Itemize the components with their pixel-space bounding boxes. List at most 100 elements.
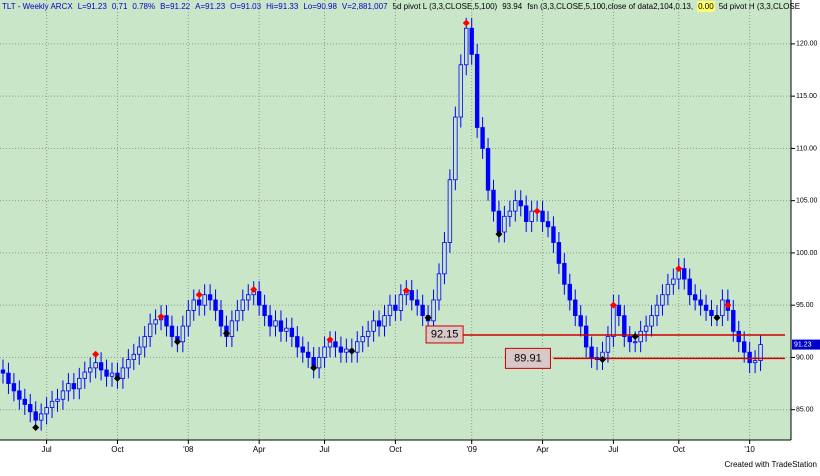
candle-body [104, 369, 109, 377]
candle-body [38, 413, 44, 421]
candle-body [474, 53, 480, 128]
candle-body [643, 325, 649, 332]
candle-body [202, 294, 207, 306]
level-box [504, 347, 551, 369]
candle-body [491, 189, 496, 212]
pivot-marker [724, 301, 732, 309]
x-tick-label: Oct [111, 445, 124, 454]
x-tick-label: Jul [41, 445, 51, 454]
candle-body [213, 299, 218, 311]
candle-body [305, 351, 311, 358]
candle-body [28, 404, 33, 413]
candle-body [147, 323, 153, 337]
candle-body [692, 294, 698, 301]
candle-body [360, 336, 365, 343]
header-text: Lo=90.98 [303, 2, 337, 11]
pivot-marker [173, 338, 181, 346]
candle-body [518, 200, 523, 207]
pivot-marker [713, 314, 721, 322]
y-tick-label: 85.00 [796, 407, 814, 414]
pivot-marker [402, 287, 410, 295]
header-text: TLT - Weekly ARCX [2, 2, 73, 11]
last-price-label: 91.23 [794, 341, 812, 348]
candle-body [698, 299, 703, 306]
candle-body [665, 283, 671, 296]
candle-body [284, 327, 289, 332]
candle-body [365, 330, 371, 337]
candle-body [682, 268, 687, 280]
candle-body [556, 242, 562, 264]
candle-body [496, 210, 502, 233]
candle-body [442, 242, 447, 275]
candle-body [77, 377, 82, 390]
y-tick-label: 105.00 [796, 198, 818, 205]
level-box [425, 325, 464, 344]
candle-body [196, 299, 202, 306]
candle-body [60, 390, 66, 400]
candle-body [229, 320, 235, 337]
candle-body [469, 27, 474, 55]
y-tick-label: 120.00 [796, 41, 818, 48]
header-text: O=91.03 [230, 2, 261, 11]
x-tick-label: Apr [536, 445, 549, 454]
candle-body [289, 327, 295, 337]
pivot-marker [113, 374, 121, 382]
candle-body [126, 359, 131, 369]
x-tick-label: '10 [744, 445, 755, 454]
candle-body [654, 304, 660, 317]
x-tick-label: Apr [253, 445, 266, 454]
header-text: B=91.22 [160, 2, 191, 11]
candle-body [82, 371, 87, 379]
candle-body [71, 383, 77, 390]
pivot-marker [462, 19, 470, 27]
candle-body [567, 283, 572, 301]
candle-body [507, 210, 513, 217]
candle-body [44, 407, 49, 415]
pivot-marker [675, 265, 683, 273]
pivot-marker [250, 286, 258, 294]
candle-body [235, 310, 240, 322]
candle-body [605, 336, 611, 353]
candle-body [736, 330, 741, 343]
candle-body [480, 127, 485, 149]
candle-body [120, 367, 126, 379]
candle-body [464, 27, 469, 66]
candle-body [758, 344, 763, 361]
pivot-marker [222, 329, 230, 337]
candle-body [355, 341, 360, 353]
candle-body [393, 304, 398, 311]
candle-body [66, 383, 71, 392]
x-tick-label: Oct [389, 445, 402, 454]
pivot-marker [631, 333, 639, 341]
header-highlight [697, 1, 715, 12]
candle-body [256, 291, 262, 306]
header-text: A=91.23 [195, 2, 226, 11]
candle-body [387, 304, 393, 317]
candle-body [11, 383, 17, 392]
level-label: 89.91 [514, 352, 542, 364]
candle-body [17, 390, 22, 400]
candle-body [131, 353, 136, 360]
x-tick-label: '08 [183, 445, 194, 454]
candle-body [540, 210, 545, 222]
x-tick-label: Oct [673, 445, 686, 454]
candle-body [578, 315, 583, 327]
candle-body [169, 325, 175, 337]
y-tick-label: 100.00 [796, 250, 818, 257]
candle-body [49, 400, 55, 409]
candle-body [731, 310, 736, 332]
candle-body [583, 325, 589, 348]
candle-body [703, 304, 709, 311]
pivot-marker [92, 350, 100, 358]
candle-body [436, 273, 442, 301]
candle-body [633, 341, 638, 344]
candle-body [371, 320, 376, 332]
candle-body [611, 304, 616, 337]
candle-body [376, 320, 382, 327]
candle-body [153, 319, 158, 325]
candle-body [33, 411, 38, 421]
header: TLT - Weekly ARCX L=91.23 0.71 0.78% B=91.22… [2, 1, 800, 12]
header-text: 5d pivot H (3,3,CLOSE [719, 2, 800, 11]
header-text: fsn (3,3,CLOSE,5,100,close of data2,104,… [527, 2, 693, 11]
candle-body [747, 351, 752, 364]
